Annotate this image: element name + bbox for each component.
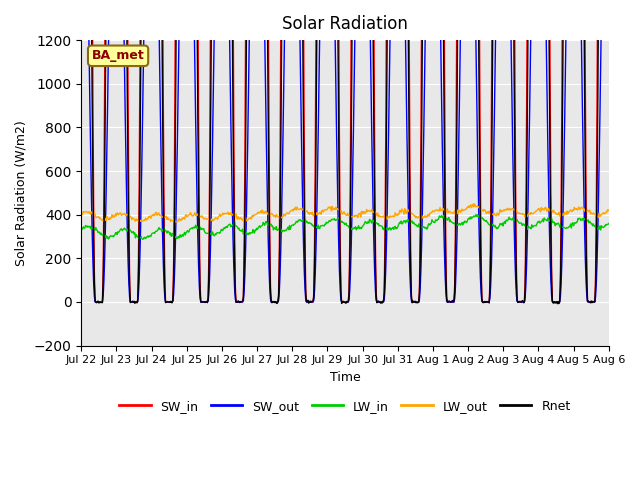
Rnet: [554, 301, 561, 307]
LW_in: [87, 226, 95, 231]
LW_in: [142, 236, 150, 241]
SW_out: [92, 299, 100, 305]
LW_out: [141, 217, 149, 223]
Text: BA_met: BA_met: [92, 49, 145, 62]
Legend: SW_in, SW_out, LW_in, LW_out, Rnet: SW_in, SW_out, LW_in, LW_out, Rnet: [115, 395, 575, 418]
Line: SW_in: SW_in: [81, 0, 609, 302]
LW_out: [223, 210, 231, 216]
LW_out: [195, 214, 203, 220]
LW_out: [77, 210, 85, 216]
LW_in: [472, 212, 480, 217]
LW_out: [470, 201, 478, 207]
SW_in: [92, 299, 100, 305]
LW_out: [172, 219, 179, 225]
SW_out: [195, 283, 203, 288]
Line: LW_in: LW_in: [81, 215, 609, 240]
Line: Rnet: Rnet: [81, 0, 609, 304]
LW_in: [77, 227, 85, 232]
LW_out: [87, 212, 95, 217]
Line: SW_out: SW_out: [81, 0, 609, 302]
X-axis label: Time: Time: [330, 371, 360, 384]
Y-axis label: Solar Radiation (W/m2): Solar Radiation (W/m2): [15, 120, 28, 266]
Rnet: [195, 192, 202, 197]
Title: Solar Radiation: Solar Radiation: [282, 15, 408, 33]
SW_in: [410, 299, 417, 305]
SW_out: [87, 153, 95, 158]
LW_out: [410, 212, 417, 218]
LW_out: [425, 213, 433, 219]
LW_in: [425, 221, 433, 227]
SW_in: [195, 217, 203, 223]
LW_in: [135, 237, 143, 242]
LW_in: [223, 225, 231, 230]
LW_in: [410, 219, 417, 225]
SW_out: [410, 299, 417, 305]
LW_in: [195, 224, 203, 230]
Line: LW_out: LW_out: [81, 204, 609, 222]
LW_in: [605, 221, 612, 227]
Rnet: [409, 298, 417, 304]
LW_out: [605, 207, 612, 213]
